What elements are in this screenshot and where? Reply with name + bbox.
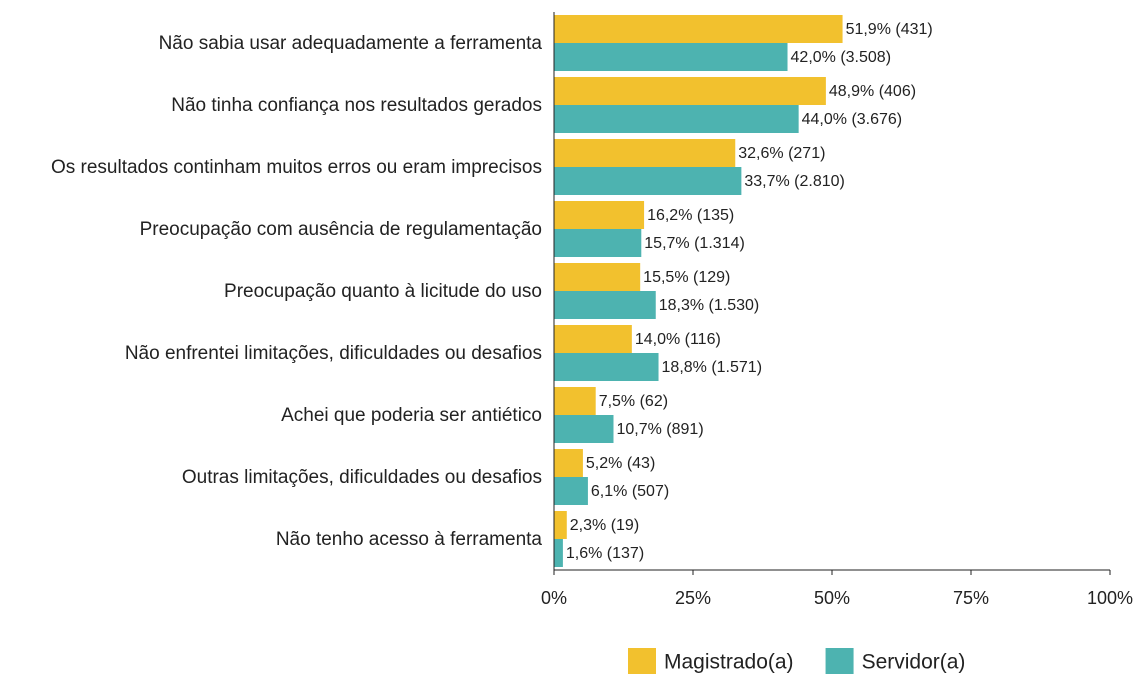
value-label: 42,0% (3.508) — [791, 49, 892, 66]
category-label: Não sabia usar adequadamente a ferrament… — [158, 32, 542, 54]
x-tick-label: 50% — [814, 588, 850, 608]
value-label: 15,7% (1.314) — [644, 235, 745, 252]
bar — [554, 449, 583, 477]
value-label: 7,5% (62) — [599, 393, 668, 410]
value-label: 18,8% (1.571) — [662, 359, 763, 376]
bar — [554, 387, 596, 415]
legend-label: Servidor(a) — [862, 651, 966, 674]
bar — [554, 139, 736, 167]
bar — [554, 15, 843, 43]
bar — [554, 77, 826, 105]
value-label: 33,7% (2.810) — [744, 173, 845, 190]
legend-swatch — [825, 648, 854, 674]
bar — [554, 291, 656, 319]
bar — [554, 539, 563, 567]
bar — [554, 353, 659, 381]
value-label: 18,3% (1.530) — [659, 297, 760, 314]
value-label: 5,2% (43) — [586, 455, 655, 472]
value-label: 10,7% (891) — [616, 421, 703, 438]
category-label: Preocupação quanto à licitude do uso — [224, 280, 542, 302]
x-tick-label: 25% — [675, 588, 711, 608]
category-label: Outras limitações, dificuldades ou desaf… — [181, 466, 542, 488]
x-tick-label: 75% — [953, 588, 989, 608]
bar — [554, 325, 632, 353]
value-label: 1,6% (137) — [566, 545, 644, 562]
value-label: 15,5% (129) — [643, 269, 730, 286]
bar — [554, 201, 645, 229]
bar — [554, 43, 788, 71]
category-label: Não tenho acesso à ferramenta — [275, 528, 542, 550]
value-label: 16,2% (135) — [647, 207, 734, 224]
value-label: 48,9% (406) — [829, 83, 916, 100]
category-label: Preocupação com ausência de regulamentaç… — [139, 218, 542, 240]
bar — [554, 105, 799, 133]
bar — [554, 167, 742, 195]
category-label: Os resultados continham muitos erros ou … — [50, 156, 542, 178]
bar — [554, 229, 642, 257]
category-label: Não tinha confiança nos resultados gerad… — [171, 94, 542, 116]
x-tick-label: 0% — [541, 588, 567, 608]
category-label: Não enfrentei limitações, dificuldades o… — [124, 342, 542, 364]
value-label: 2,3% (19) — [570, 517, 639, 534]
bar — [554, 477, 588, 505]
value-label: 51,9% (431) — [846, 21, 933, 38]
legend-swatch — [628, 648, 656, 674]
bar — [554, 511, 567, 539]
value-label: 32,6% (271) — [738, 145, 825, 162]
value-label: 14,0% (116) — [635, 331, 721, 348]
legend-label: Magistrado(a) — [664, 651, 794, 674]
bar — [554, 415, 614, 443]
category-label: Achei que poderia ser antiético — [281, 404, 542, 426]
value-label: 44,0% (3.676) — [802, 111, 903, 128]
bar — [554, 263, 641, 291]
value-label: 6,1% (507) — [591, 483, 669, 500]
x-tick-label: 100% — [1087, 588, 1133, 608]
